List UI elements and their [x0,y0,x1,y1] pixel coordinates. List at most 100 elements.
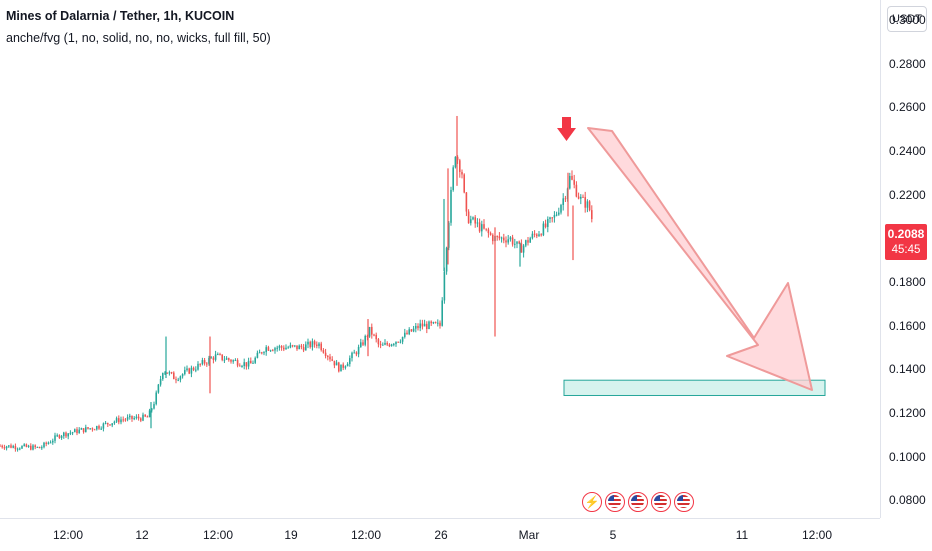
candle-body [223,359,226,361]
candle-body [573,179,575,185]
candle-body [126,417,129,420]
price-tick-label: 0.1600 [889,318,926,333]
candle-body [34,445,36,448]
candle-body [564,198,567,200]
candle-body [426,323,428,329]
candle-body [335,362,338,366]
time-tick-label: 26 [434,528,448,542]
lightning-icon[interactable]: ⚡ [582,492,602,512]
candle-body [344,366,347,368]
candle-body [69,432,72,434]
candle-body [465,192,468,212]
candle-body [340,364,342,372]
candle-body [1,445,3,448]
candle-body [430,321,432,324]
chart-plot-area[interactable] [0,0,880,518]
chart-title[interactable]: Mines of Dalarnia / Tether, 1h, KUCOIN [6,9,235,23]
candle-body [390,344,393,347]
candle-body [153,404,155,409]
candle-body [236,360,239,366]
candle-body [104,422,107,424]
candle-body [71,432,74,434]
candle-body [247,360,250,367]
candle-body [415,325,417,329]
candle-body [388,344,391,347]
candle-body [544,223,547,227]
candle-body [212,357,215,360]
candle-body [12,446,14,448]
candle-body [522,245,525,253]
us-flag-icon[interactable] [605,492,625,512]
currency-button[interactable]: USDT [887,6,927,32]
candle-body [184,370,186,375]
candle-body [45,442,47,444]
candle-body [74,429,76,433]
candle-body [529,238,531,243]
candle-body [478,222,481,232]
time-axis[interactable]: 12:00 12 12:00 19 12:00 26 Mar 5 11 12:00 [0,518,880,551]
candle-body [133,418,135,420]
candle-body [373,334,375,336]
candle-body [256,352,259,358]
candle-body [201,360,204,365]
candle-body [318,343,320,346]
price-chart[interactable] [0,0,880,518]
candle-body [140,418,142,421]
candle-body [19,448,21,450]
candle-body [23,444,25,446]
candle-body [131,415,133,419]
last-price-value: 0.2088 [887,227,925,241]
candle-body [516,241,518,244]
bar-countdown: 45:45 [891,244,921,256]
candle-body [137,416,140,419]
price-tick-label: 0.3000 [889,12,926,27]
candle-body [85,427,87,433]
candle-body [219,354,221,356]
candle-body [571,175,573,180]
candle-body [511,237,514,245]
candle-body [43,442,45,448]
candle-body [118,418,120,423]
candle-body [586,201,589,208]
candle-body [322,350,325,353]
candle-body [393,344,395,346]
candle-body [419,323,421,329]
candle-body [300,345,303,348]
candle-body [192,367,195,370]
candle-body [421,323,424,327]
last-price-badge: 0.2088 45:45 [885,224,927,260]
us-flag-icon[interactable] [628,492,648,512]
candle-body [483,224,485,229]
candle-body [397,341,399,343]
candle-body [555,214,558,216]
candle-body [324,352,327,356]
candle-body [228,358,230,360]
candle-body [186,368,188,371]
candle-body [166,372,168,374]
candle-body [307,341,309,345]
candle-body [93,429,96,431]
candle-body [399,341,402,343]
candle-body [487,229,490,234]
candle-body [52,440,54,443]
candle-body [329,356,331,360]
candle-body [98,426,100,429]
time-tick-label: 12:00 [52,528,84,542]
us-flag-icon[interactable] [674,492,694,512]
us-flag-icon[interactable] [651,492,671,512]
candle-body [346,364,349,367]
candle-body [313,341,316,345]
candle-body [168,372,171,374]
candle-body [377,339,380,345]
candle-body [362,342,364,345]
candle-body [395,341,397,345]
candle-body [485,228,487,230]
candle-body [353,352,355,354]
candle-body [157,384,160,393]
candle-body [577,196,580,199]
candle-body [298,345,300,350]
candle-body [252,362,254,364]
indicator-legend[interactable]: anche/fvg (1, no, solid, no, no, wicks, … [6,31,271,45]
candle-body [36,446,39,448]
candle-body [408,329,410,335]
